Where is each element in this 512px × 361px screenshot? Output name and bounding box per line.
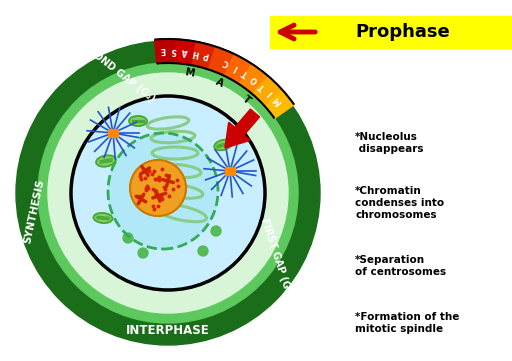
Wedge shape bbox=[190, 42, 215, 69]
Circle shape bbox=[48, 73, 288, 313]
Text: S: S bbox=[171, 45, 177, 55]
Wedge shape bbox=[238, 63, 267, 93]
Text: E: E bbox=[160, 45, 166, 55]
FancyBboxPatch shape bbox=[270, 16, 512, 48]
Ellipse shape bbox=[108, 133, 218, 249]
Ellipse shape bbox=[214, 140, 232, 151]
Text: M: M bbox=[184, 67, 195, 79]
Wedge shape bbox=[155, 39, 175, 64]
Text: T: T bbox=[241, 93, 252, 105]
Text: I: I bbox=[232, 62, 239, 72]
Circle shape bbox=[71, 96, 265, 290]
Circle shape bbox=[130, 160, 186, 216]
Text: T: T bbox=[258, 81, 267, 91]
Text: Prophase: Prophase bbox=[356, 23, 451, 41]
Text: *Formation of the
mitotic spindle: *Formation of the mitotic spindle bbox=[355, 312, 459, 334]
Circle shape bbox=[138, 248, 148, 258]
Circle shape bbox=[123, 233, 133, 243]
Text: O: O bbox=[249, 73, 260, 84]
Text: P: P bbox=[202, 50, 210, 60]
Text: SECOND GAP (G₂): SECOND GAP (G₂) bbox=[75, 38, 157, 104]
Text: C: C bbox=[222, 57, 230, 68]
Ellipse shape bbox=[94, 213, 113, 223]
Wedge shape bbox=[264, 89, 294, 118]
Circle shape bbox=[16, 41, 320, 345]
Ellipse shape bbox=[129, 116, 147, 126]
Text: H: H bbox=[191, 48, 199, 58]
Text: INTERPHASE: INTERPHASE bbox=[126, 325, 210, 338]
Text: A: A bbox=[181, 46, 188, 56]
Wedge shape bbox=[251, 75, 282, 105]
Text: A: A bbox=[214, 76, 225, 88]
Ellipse shape bbox=[96, 155, 116, 167]
Wedge shape bbox=[207, 46, 233, 75]
Text: I: I bbox=[266, 89, 274, 97]
Text: *Chromatin
condenses into
chromosomes: *Chromatin condenses into chromosomes bbox=[355, 186, 444, 221]
Text: SYNTHESIS: SYNTHESIS bbox=[23, 178, 46, 244]
Wedge shape bbox=[174, 39, 195, 65]
Text: M: M bbox=[271, 95, 284, 107]
Wedge shape bbox=[223, 53, 251, 83]
FancyBboxPatch shape bbox=[225, 167, 235, 175]
Text: T: T bbox=[241, 68, 250, 78]
FancyArrow shape bbox=[225, 109, 260, 148]
Text: *Separation
of centrosomes: *Separation of centrosomes bbox=[355, 255, 446, 277]
Circle shape bbox=[211, 226, 221, 236]
Text: FIRST GAP (G₁): FIRST GAP (G₁) bbox=[259, 217, 293, 299]
FancyBboxPatch shape bbox=[108, 129, 118, 137]
Circle shape bbox=[198, 246, 208, 256]
Circle shape bbox=[38, 63, 298, 323]
Text: *Nucleolus
 disappears: *Nucleolus disappears bbox=[355, 132, 423, 154]
